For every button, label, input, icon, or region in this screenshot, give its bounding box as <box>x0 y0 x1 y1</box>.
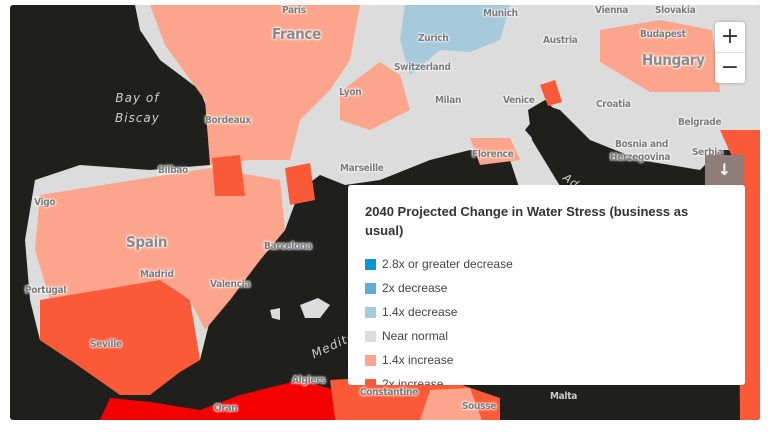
label-bilbao: Bilbao <box>158 165 188 176</box>
label-switzerland: Switzerland <box>394 62 451 73</box>
adriatic-sea <box>528 100 690 186</box>
zoom-out-button[interactable]: − <box>715 52 745 83</box>
zoom-in-button[interactable]: + <box>720 24 740 49</box>
label-lyon: Lyon <box>339 87 362 98</box>
label-constantine: Constantine <box>360 387 418 398</box>
label-marseille: Marseille <box>340 163 384 174</box>
label-bay-of-biscay: Bay of Biscay <box>115 88 160 128</box>
label-zurich: Zurich <box>418 33 449 44</box>
france-region <box>150 5 360 165</box>
switzerland-region <box>340 62 410 130</box>
legend-item: 1.4x increase <box>365 348 745 372</box>
download-button[interactable]: ↓ <box>705 155 744 185</box>
label-bordeaux: Bordeaux <box>205 115 251 126</box>
label-barcelona: Barcelona <box>264 241 312 252</box>
tunisia-region <box>420 388 482 420</box>
legend-item: 1.4x decrease <box>365 300 745 324</box>
label-vienna: Vienna <box>595 5 629 16</box>
label-bosnia: Bosnia and <box>615 139 668 150</box>
label-munich: Munich <box>483 8 518 19</box>
florence-region <box>470 138 520 165</box>
legend-swatch <box>365 378 376 385</box>
label-belgrade: Belgrade <box>678 117 722 128</box>
north-africa-red <box>100 380 345 420</box>
label-portugal: Portugal <box>25 285 67 296</box>
venice-region <box>540 80 562 106</box>
legend-label: 1.4x increase <box>382 353 454 367</box>
label-malta: Malta <box>550 391 577 402</box>
label-bay-line1: Bay of <box>115 91 160 105</box>
map-regions <box>25 5 760 420</box>
legend-swatch <box>365 258 376 270</box>
label-paris: Paris <box>282 5 306 16</box>
legend-label: 2x decrease <box>382 281 448 295</box>
legend-swatch <box>365 306 376 318</box>
label-austria: Austria <box>543 35 578 46</box>
balearic-island <box>270 308 280 320</box>
legend-item: 2.8x or greater decrease <box>365 252 745 276</box>
label-slovakia: Slovakia <box>655 5 696 16</box>
alps-region <box>400 5 510 75</box>
zoom-control: + − <box>715 22 745 83</box>
legend-label: Near normal <box>382 329 449 343</box>
legend-swatch <box>365 330 376 342</box>
catalonia-region <box>285 163 315 205</box>
label-france: France <box>272 25 321 43</box>
aragon-region <box>212 155 245 196</box>
legend-item: 2x increase <box>365 372 745 385</box>
label-serbia: Serbia <box>692 147 723 158</box>
legend-swatch <box>365 354 376 366</box>
label-seville: Seville <box>90 339 122 350</box>
label-spain: Spain <box>126 233 168 251</box>
label-madrid: Madrid <box>140 269 174 280</box>
label-valencia: Valencia <box>210 279 251 290</box>
balearic-island <box>300 298 330 318</box>
label-algiers: Algiers <box>292 375 326 386</box>
legend-label: 2x increase <box>382 377 444 385</box>
label-venice: Venice <box>503 95 535 106</box>
label-bay-line2: Biscay <box>115 111 160 125</box>
legend-item: 2x decrease <box>365 276 745 300</box>
label-budapest: Budapest <box>640 29 686 40</box>
legend-label: 2.8x or greater decrease <box>382 257 513 271</box>
legend-label: 1.4x decrease <box>382 305 458 319</box>
label-vigo: Vigo <box>34 197 56 208</box>
legend-title: 2040 Projected Change in Water Stress (b… <box>365 204 689 238</box>
legend-panel: 2040 Projected Change in Water Stress (b… <box>348 185 745 385</box>
label-hungary: Hungary <box>642 51 705 69</box>
legend-item: Near normal <box>365 324 745 348</box>
label-oran: Oran <box>214 403 238 414</box>
legend-swatch <box>365 282 376 294</box>
label-sousse: Sousse <box>462 401 497 412</box>
label-herzegovina: Herzegovina <box>610 152 671 163</box>
south-spain-region <box>40 280 200 395</box>
label-milan: Milan <box>435 95 462 106</box>
label-florence: Florence <box>472 149 514 160</box>
hungary-region <box>600 20 720 92</box>
label-croatia: Croatia <box>596 99 631 110</box>
spain-region <box>35 168 285 330</box>
